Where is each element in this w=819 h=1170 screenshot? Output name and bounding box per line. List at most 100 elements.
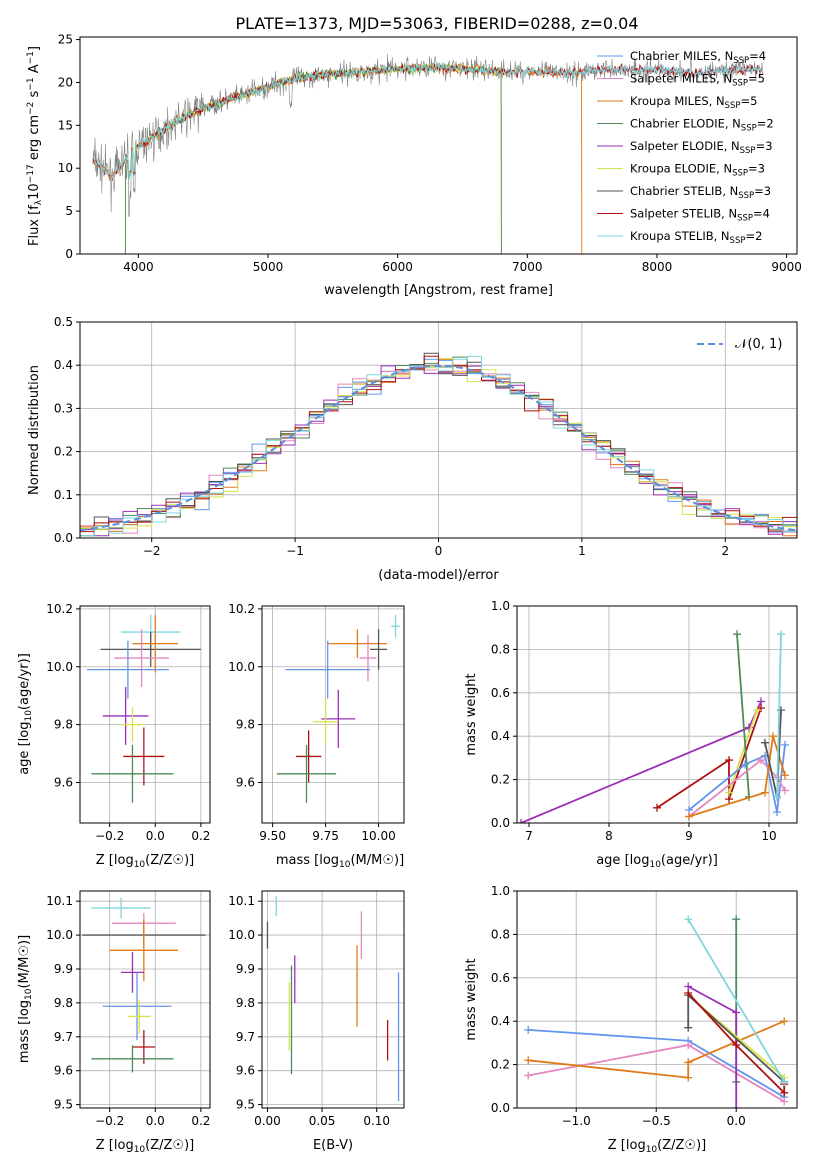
panel-z_weight: −1.0 −0.5 0.0 0.0 0.2 0.4 0.6 0.8 1.0 Z [log10(Z/… [464,884,798,1155]
y-axis-label: mass weight [464,958,479,1040]
axes-frame [79,321,798,539]
point-kroupa_elodie [121,707,144,742]
y-tick-label: 10.2 [228,602,255,616]
x-tick-label: 10 [761,829,776,843]
point-kroupa_elodie [127,999,151,1034]
series-chabrier_elodie [733,630,753,801]
axis-label: Z [log10(Z/Z☉)] [96,1138,194,1155]
y-axis-label: age [log10(age/yr)] [17,653,34,775]
y-tick-label: 9.6 [54,1064,73,1078]
legend-label: Salpeter MILES, NSSP=5 [630,72,765,89]
point-salpeter_stelib [295,730,322,783]
x-tick-label: −1 [286,544,304,558]
panel-z_age: −0.2 0.0 0.2 9.6 9.8 10.0 10.2 Z [log10(Z/Z☉)] a… [17,602,211,870]
point-kroupa_miles [132,614,179,673]
point-marker [653,803,661,812]
point-marker [725,756,733,765]
legend-label: Chabrier STELIB, NSSP=3 [630,184,771,201]
panel-age_weight: 7 8 9 10 0.0 0.2 0.4 0.6 0.8 1.0 age [log10(age/yr… [464,599,798,870]
residual-histogram-kroupa_stelib [80,355,797,538]
series-salpeter_elodie [517,697,765,823]
y-tick-label: 0.2 [54,445,73,459]
y-tick-label: 15 [58,118,73,132]
point-marker [732,1008,741,1017]
y-tick-label: 1.0 [491,884,510,898]
panel-mass_age: 9.50 9.75 10.00 9.6 9.8 10.0 10.2 mass [log10(M… [228,602,405,870]
point-chabrier_miles [86,640,169,699]
y-tick-label: 0.8 [491,642,510,656]
spectrum-legend: Chabrier MILES, NSSP=4 Salpeter MILES, NS… [597,49,774,246]
y-tick-label: 9.8 [54,718,73,732]
series-chabrier_miles [524,1025,789,1102]
axes-frame [79,605,211,824]
point-marker [684,1073,693,1082]
x-axis-label: age [log10(age/yr)] [596,853,718,870]
axis-label: Z [log10(Z/Z☉)] [608,1138,706,1155]
point-kroupa_stelib [91,897,151,919]
plot-area [92,53,764,254]
point-chabrier_miles [285,640,371,699]
y-tick-label: 10.0 [228,660,255,674]
x-tick-label: 9.75 [312,829,339,843]
point-chabrier_elodie [276,744,337,803]
point-salpeter_miles [359,634,377,682]
figure-title: PLATE=1373, MJD=53063, FIBERID=0288, z=0… [235,14,638,33]
x-tick-label: 9000 [771,260,802,274]
x-tick-label: 7000 [512,260,543,274]
point-marker [761,738,769,747]
series-line [687,992,786,1095]
series-line [728,709,758,793]
x-tick-label: 0 [435,544,443,558]
y-tick-label: 9.6 [236,1064,255,1078]
y-axis-label: mass weight [464,673,479,755]
y-tick-label: 20 [58,75,73,89]
x-tick-label: 9.50 [259,829,286,843]
x-tick-label: 8 [605,829,613,843]
y-tick-label: 10 [58,161,73,175]
axes-frame [516,890,798,1109]
x-tick-label: 9 [685,829,693,843]
y-tick-label: 10.2 [46,602,73,616]
axes-frame [79,36,798,255]
panel-ebv_mass: 0.00 0.05 0.10 9.5 9.6 9.7 9.8 9.9 10.0 10.1 E(B-V… [228,890,405,1153]
axis-label: mass [log10(M/M☉)] [276,853,404,870]
axes-frame [261,890,405,1109]
point-kroupa_elodie [312,698,339,745]
point-marker [757,756,765,765]
model-spectrum-kroupa_stelib [92,62,761,181]
model-spectrum-kroupa_miles [92,62,583,254]
y-tick-label: 0.0 [491,816,510,830]
series-chabrier_miles [685,740,789,817]
y-tick-label: 10.1 [228,894,255,908]
point-marker [780,1017,789,1026]
y-tick-label: 9.8 [236,996,255,1010]
point-salpeter_elodie [121,952,144,993]
y-tick-label: 9.7 [54,1030,73,1044]
series-salpeter_stelib [684,988,789,1097]
model-spectrum-kroupa_elodie [124,63,502,254]
y-tick-label: 0.6 [491,686,510,700]
axis-label: Z [log10(Z/Z☉)] [96,853,194,870]
axis-label: mass [log10(M/M☉)] [17,935,34,1063]
y-tick-label: 0.4 [54,358,73,372]
y-tick-label: 10.0 [46,928,73,942]
x-tick-label: −0.2 [95,829,124,843]
point-marker [524,1025,533,1034]
point-marker [761,788,769,797]
x-tick-label: 8000 [642,260,673,274]
panel-residuals: −2 −1 0 1 2 0.0 0.1 0.2 0.3 0.4 0.5 𝒩(0, 1) (data-mo… [27,315,798,583]
axes-frame [79,890,211,1109]
x-tick-label: 0.10 [363,1114,390,1128]
point-marker [781,771,789,780]
legend-normal-label: 𝒩(0, 1) [735,337,782,352]
axes-frame [261,605,405,824]
point-marker [684,915,693,924]
y-tick-label: 9.9 [54,962,73,976]
y-axis-label: Normed distribution [27,365,42,495]
x-axis-label: (data-model)/error [378,568,499,583]
point-marker [732,1041,741,1050]
y-tick-label: 0.0 [491,1101,510,1115]
point-kroupa_miles [327,629,388,659]
x-tick-label: 2 [721,544,729,558]
